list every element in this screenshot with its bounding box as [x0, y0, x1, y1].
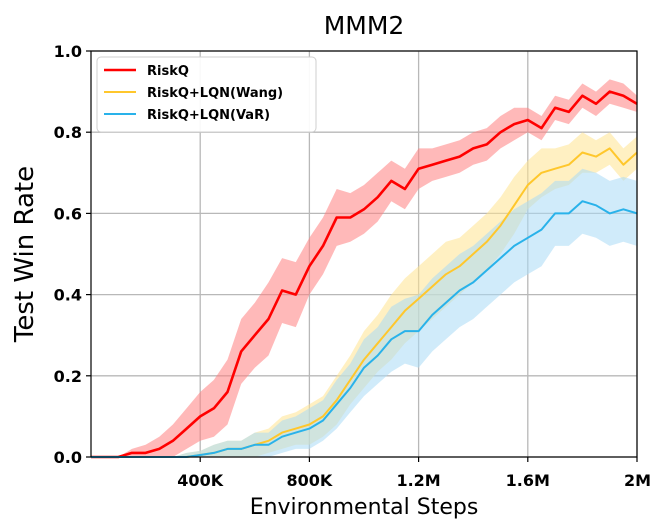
- legend-label-1: RiskQ: [147, 64, 189, 79]
- y-tick-label: 0.6: [54, 204, 82, 223]
- series-band-3: [91, 168, 637, 457]
- y-axis-label: Test Win Rate: [10, 166, 40, 343]
- legend-label-3: RiskQ+LQN(VaR): [147, 108, 270, 123]
- line-layer: [91, 90, 638, 459]
- y-tick-label: 1.0: [54, 42, 82, 61]
- legend: RiskQ RiskQ+LQN(Wang) RiskQ+LQN(VaR): [96, 56, 317, 133]
- x-tick-label: 400K: [177, 471, 223, 490]
- y-tick-label: 0.4: [54, 286, 82, 305]
- plot-area: [90, 50, 638, 459]
- series-line-3: [91, 200, 638, 458]
- x-axis-label: Environmental Steps: [250, 495, 479, 520]
- chart-title: MMM2: [324, 11, 405, 40]
- legend-label-2: RiskQ+LQN(Wang): [147, 86, 283, 101]
- series-band-1: [91, 79, 637, 458]
- x-tick-label: 1.6M: [506, 471, 550, 490]
- y-tick-label: 0.2: [54, 367, 82, 386]
- y-tick-label: 0.0: [54, 448, 82, 467]
- x-tick-label: 800K: [287, 471, 333, 490]
- legend-box: [96, 56, 317, 133]
- y-tick-label: 0.8: [54, 123, 82, 142]
- x-axis-ticks: 400K 800K 1.2M 1.6M 2M: [177, 457, 651, 490]
- y-axis-ticks: 0.0 0.2 0.4 0.6 0.8 1.0: [54, 42, 91, 467]
- plot-frame: [90, 50, 638, 458]
- band-layer: [91, 79, 637, 458]
- x-tick-label: 2M: [624, 471, 651, 490]
- x-tick-label: 1.2M: [396, 471, 440, 490]
- series-line-1: [91, 90, 638, 459]
- series-band-2: [91, 132, 637, 457]
- legend-items: RiskQ RiskQ+LQN(Wang) RiskQ+LQN(VaR): [104, 64, 283, 123]
